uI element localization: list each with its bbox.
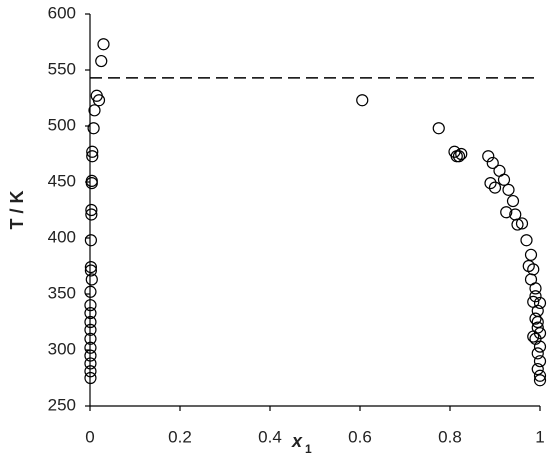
data-point <box>95 54 108 68</box>
data-point <box>84 323 97 336</box>
data-point <box>524 248 538 261</box>
data-point <box>533 369 547 382</box>
data-point <box>85 273 98 286</box>
data-point <box>85 177 98 190</box>
data-point <box>488 181 502 194</box>
data-point <box>506 194 520 208</box>
data-point <box>84 306 97 320</box>
data-point <box>529 282 542 295</box>
data-point <box>84 285 97 298</box>
data-point <box>500 206 513 219</box>
data-point <box>527 330 540 343</box>
y-axis-label: T / K <box>7 191 27 230</box>
data-point <box>86 150 99 163</box>
y-tick-label: 400 <box>48 227 76 246</box>
data-point <box>84 234 98 247</box>
data-point <box>84 299 97 312</box>
data-point <box>84 365 97 378</box>
y-tick-label: 500 <box>48 115 76 134</box>
data-point <box>455 147 468 161</box>
x-tick-label: 0.4 <box>258 427 282 446</box>
data-point <box>482 150 495 163</box>
data-point <box>88 104 101 117</box>
data-point <box>97 38 110 51</box>
y-tick-label: 350 <box>48 283 76 302</box>
data-point <box>87 122 100 135</box>
data-point <box>533 374 547 387</box>
data-point <box>511 218 524 231</box>
data-point <box>84 371 97 385</box>
y-tick-label: 250 <box>48 395 76 414</box>
data-point <box>84 315 97 329</box>
data-point <box>84 341 97 354</box>
x-tick-label: 0.2 <box>168 427 192 446</box>
y-tick-label: 450 <box>48 171 76 190</box>
data-point <box>533 355 547 368</box>
data-point <box>86 145 99 158</box>
x-tick-label: 0.8 <box>438 427 462 446</box>
y-tick-label: 300 <box>48 339 76 358</box>
data-point <box>531 362 544 376</box>
data-point <box>92 94 106 107</box>
data-point <box>531 315 544 329</box>
data-point <box>497 173 511 186</box>
data-point <box>533 340 547 353</box>
x-axis-label-subscript: 1 <box>305 442 312 456</box>
data-point <box>531 304 544 317</box>
data-point <box>529 312 542 325</box>
data-point <box>84 332 97 345</box>
y-tick-label: 550 <box>48 59 76 78</box>
data-point <box>533 296 547 310</box>
data-point <box>432 122 445 135</box>
data-point <box>502 183 515 196</box>
data-point <box>484 177 497 190</box>
data-point <box>520 234 533 247</box>
data-point <box>515 217 529 230</box>
data-point <box>84 264 98 277</box>
x-tick-label: 1 <box>535 427 544 446</box>
x-axis-label: x <box>291 431 303 451</box>
data-point <box>529 290 542 303</box>
data-point <box>452 150 466 163</box>
data-point <box>84 261 98 274</box>
data-point <box>85 203 98 217</box>
data-point <box>84 349 97 362</box>
data-point <box>85 208 98 221</box>
y-tick-label: 600 <box>48 3 76 22</box>
data-point <box>531 347 544 360</box>
data-point <box>84 357 97 370</box>
data-point <box>486 156 499 170</box>
x-tick-label: 0.6 <box>348 427 372 446</box>
x-tick-label: 0 <box>85 427 94 446</box>
data-point <box>356 94 369 107</box>
